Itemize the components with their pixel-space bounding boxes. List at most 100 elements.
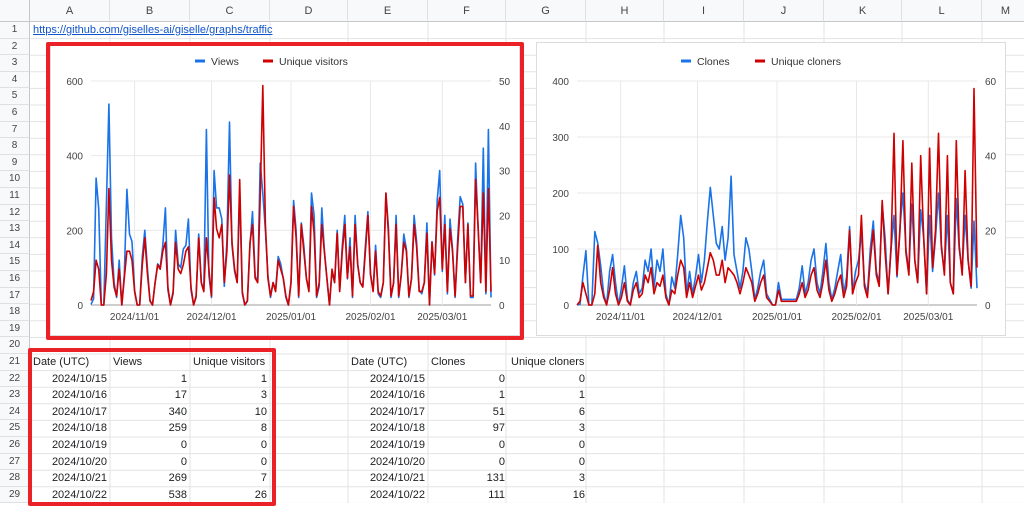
row-header-4[interactable]: 4: [0, 71, 30, 89]
views-table-cell[interactable]: 259: [168, 422, 187, 435]
column-header-d[interactable]: D: [270, 0, 348, 22]
clones-table-cell[interactable]: 2024/10/22: [369, 488, 425, 501]
row-header-12[interactable]: 12: [0, 204, 30, 222]
clones-table-cell[interactable]: 97: [492, 422, 505, 435]
column-header-e[interactable]: E: [348, 0, 428, 22]
clones-table-cell[interactable]: 2024/10/18: [369, 422, 425, 435]
clones-table-cell[interactable]: 1: [578, 389, 585, 402]
views-table-header-2[interactable]: Unique visitors: [193, 356, 266, 368]
row-header-18[interactable]: 18: [0, 304, 30, 321]
row-header-13[interactable]: 13: [0, 221, 30, 238]
views-table-cell[interactable]: 0: [260, 455, 267, 468]
column-header-l[interactable]: L: [902, 0, 982, 22]
row-header-22[interactable]: 22: [0, 370, 30, 388]
clones-table-cell[interactable]: 0: [498, 439, 505, 451]
clones-table-cell[interactable]: 2024/10/21: [369, 472, 425, 485]
row-header-26[interactable]: 26: [0, 437, 30, 454]
clones-table-cell[interactable]: 0: [578, 455, 585, 468]
views-table-header-0[interactable]: Date (UTC): [33, 356, 90, 368]
row-header-23[interactable]: 23: [0, 387, 30, 404]
views-table-cell[interactable]: 2024/10/19: [51, 439, 107, 451]
row-header-6[interactable]: 6: [0, 105, 30, 122]
views-chart[interactable]: 0 200 400 600 0 10 20 30 40 50 2024/11/01 2024/12/0…: [50, 42, 520, 336]
row-header-1[interactable]: 1: [0, 22, 30, 39]
row-header-2[interactable]: 2: [0, 38, 30, 56]
clones-table-cell[interactable]: 51: [492, 405, 505, 418]
clones-table-cell[interactable]: 2024/10/16: [369, 389, 425, 402]
views-table-cell[interactable]: 538: [168, 488, 187, 501]
clones-table-cell[interactable]: 2024/10/17: [369, 405, 425, 418]
column-header-b[interactable]: B: [110, 0, 190, 22]
views-table-cell[interactable]: 2024/10/22: [51, 488, 107, 501]
row-header-28[interactable]: 28: [0, 470, 30, 487]
views-table-cell[interactable]: 0: [260, 439, 267, 451]
clones-table-cell[interactable]: 3: [578, 472, 585, 485]
column-header-k[interactable]: K: [824, 0, 902, 22]
clones-table-header-0[interactable]: Date (UTC): [351, 356, 408, 368]
row-header-27[interactable]: 27: [0, 453, 30, 471]
row-header-3[interactable]: 3: [0, 55, 30, 72]
column-header-m[interactable]: M: [982, 0, 1024, 22]
column-header-g[interactable]: G: [506, 0, 586, 22]
views-table-cell[interactable]: 26: [254, 488, 267, 501]
clones-table-cell[interactable]: 16: [572, 488, 585, 501]
row-header-19[interactable]: 19: [0, 320, 30, 338]
views-table-cell[interactable]: 0: [180, 439, 187, 451]
column-header-f[interactable]: F: [428, 0, 506, 22]
row-header-14[interactable]: 14: [0, 237, 30, 255]
row-header-15[interactable]: 15: [0, 254, 30, 271]
row-header-25[interactable]: 25: [0, 420, 30, 437]
views-table-cell[interactable]: 10: [254, 405, 267, 418]
column-header-a[interactable]: A: [30, 0, 110, 22]
views-table-cell[interactable]: 17: [174, 389, 187, 402]
views-table-cell[interactable]: 2024/10/18: [51, 422, 107, 435]
clones-table-cell[interactable]: 6: [578, 405, 585, 418]
clones-table-cell[interactable]: 0: [498, 372, 505, 385]
clones-table-cell[interactable]: 131: [486, 472, 505, 485]
row-header-9[interactable]: 9: [0, 154, 30, 172]
row-header-5[interactable]: 5: [0, 88, 30, 105]
clones-table-cell[interactable]: 1: [498, 389, 505, 402]
row-header-20[interactable]: 20: [0, 337, 30, 354]
row-header-24[interactable]: 24: [0, 403, 30, 421]
views-table-cell[interactable]: 2024/10/20: [51, 455, 107, 468]
row-header-16[interactable]: 16: [0, 271, 30, 288]
views-table-cell[interactable]: 269: [168, 472, 187, 485]
sheet-grid[interactable]: https://github.com/giselles-ai/giselle/g…: [28, 22, 1024, 506]
column-header-i[interactable]: I: [664, 0, 744, 22]
row-header-29[interactable]: 29: [0, 486, 30, 504]
views-table-cell[interactable]: 340: [168, 405, 187, 418]
row-header-8[interactable]: 8: [0, 138, 30, 155]
views-table-header-1[interactable]: Views: [113, 356, 143, 368]
clones-table-header-2[interactable]: Unique cloners: [511, 356, 585, 368]
views-table-cell[interactable]: 2024/10/16: [51, 389, 107, 402]
clones-chart[interactable]: 0 100 200 300 400 0 20 40 60 2024/11/01 2024/12/01…: [536, 42, 1006, 336]
row-header-11[interactable]: 11: [0, 188, 30, 205]
clones-table-cell[interactable]: 111: [488, 488, 505, 501]
clones-table-header-1[interactable]: Clones: [431, 356, 466, 368]
views-table-cell[interactable]: 1: [180, 372, 187, 385]
views-table-cell[interactable]: 2024/10/17: [51, 405, 107, 418]
clones-table-cell[interactable]: 2024/10/20: [369, 455, 425, 468]
select-all-corner[interactable]: [0, 0, 30, 22]
row-header-21[interactable]: 21: [0, 354, 30, 371]
views-table-cell[interactable]: 0: [180, 455, 187, 468]
views-table-cell[interactable]: 1: [260, 372, 267, 385]
clones-table-cell[interactable]: 2024/10/15: [369, 372, 425, 385]
views-table-cell[interactable]: 2024/10/21: [51, 472, 107, 485]
column-header-c[interactable]: C: [190, 0, 270, 22]
views-table-cell[interactable]: 3: [260, 389, 267, 402]
row-header-17[interactable]: 17: [0, 287, 30, 305]
views-table-cell[interactable]: 2024/10/15: [51, 372, 107, 385]
clones-table-cell[interactable]: 2024/10/19: [369, 439, 425, 451]
views-table-cell[interactable]: 7: [260, 472, 267, 485]
views-table-cell[interactable]: 8: [260, 422, 267, 435]
clones-table-cell[interactable]: 3: [578, 422, 585, 435]
row-header-10[interactable]: 10: [0, 171, 30, 188]
clones-table-cell[interactable]: 0: [578, 439, 585, 451]
clones-table-cell[interactable]: 0: [498, 455, 505, 468]
clones-table-cell[interactable]: 0: [578, 372, 585, 385]
traffic-link[interactable]: https://github.com/giselles-ai/giselle/g…: [33, 24, 273, 36]
row-header-7[interactable]: 7: [0, 121, 30, 139]
column-header-j[interactable]: J: [744, 0, 824, 22]
